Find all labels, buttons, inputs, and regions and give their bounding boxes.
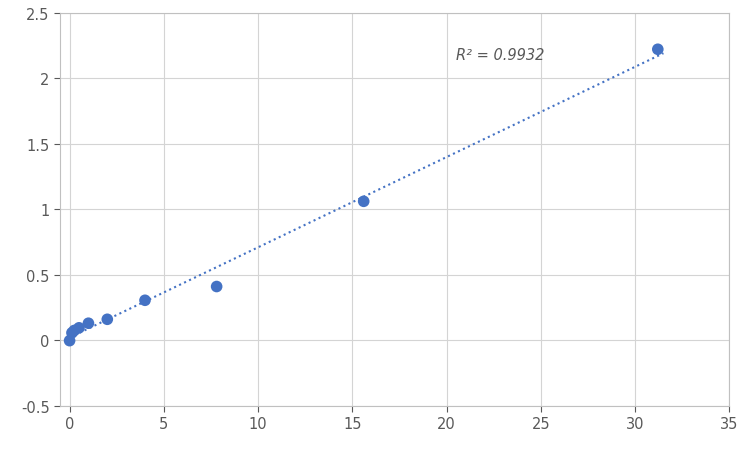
Point bbox=[64, 337, 76, 345]
Point bbox=[68, 327, 80, 334]
Point bbox=[83, 320, 95, 327]
Text: R² = 0.9932: R² = 0.9932 bbox=[456, 48, 544, 63]
Point bbox=[652, 46, 664, 54]
Point bbox=[73, 324, 85, 331]
Point bbox=[211, 283, 223, 290]
Point bbox=[102, 316, 114, 323]
Point bbox=[66, 329, 78, 336]
Point bbox=[358, 198, 370, 206]
Point bbox=[139, 297, 151, 304]
